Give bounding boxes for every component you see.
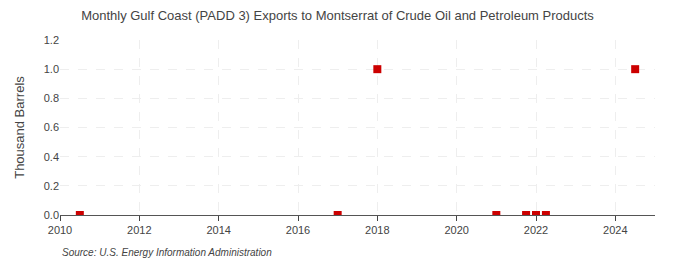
svg-text:0.8: 0.8 — [44, 92, 59, 104]
svg-text:Thousand Barrels: Thousand Barrels — [12, 76, 27, 179]
svg-text:0.2: 0.2 — [44, 180, 59, 192]
svg-text:0.4: 0.4 — [44, 151, 59, 163]
svg-text:0.0: 0.0 — [44, 209, 59, 221]
svg-text:2022: 2022 — [524, 224, 548, 236]
svg-text:2014: 2014 — [206, 224, 230, 236]
svg-text:2010: 2010 — [48, 224, 72, 236]
svg-text:2018: 2018 — [365, 224, 389, 236]
svg-text:2024: 2024 — [603, 224, 627, 236]
svg-text:Source: U.S. Energy Informatio: Source: U.S. Energy Information Administ… — [62, 247, 272, 258]
svg-text:Monthly Gulf Coast (PADD 3) Ex: Monthly Gulf Coast (PADD 3) Exports to M… — [81, 8, 594, 23]
svg-text:2020: 2020 — [444, 224, 468, 236]
svg-text:1.2: 1.2 — [44, 34, 59, 46]
svg-text:0.6: 0.6 — [44, 121, 59, 133]
svg-text:2012: 2012 — [127, 224, 151, 236]
svg-text:1.0: 1.0 — [44, 63, 59, 75]
svg-text:2016: 2016 — [286, 224, 310, 236]
